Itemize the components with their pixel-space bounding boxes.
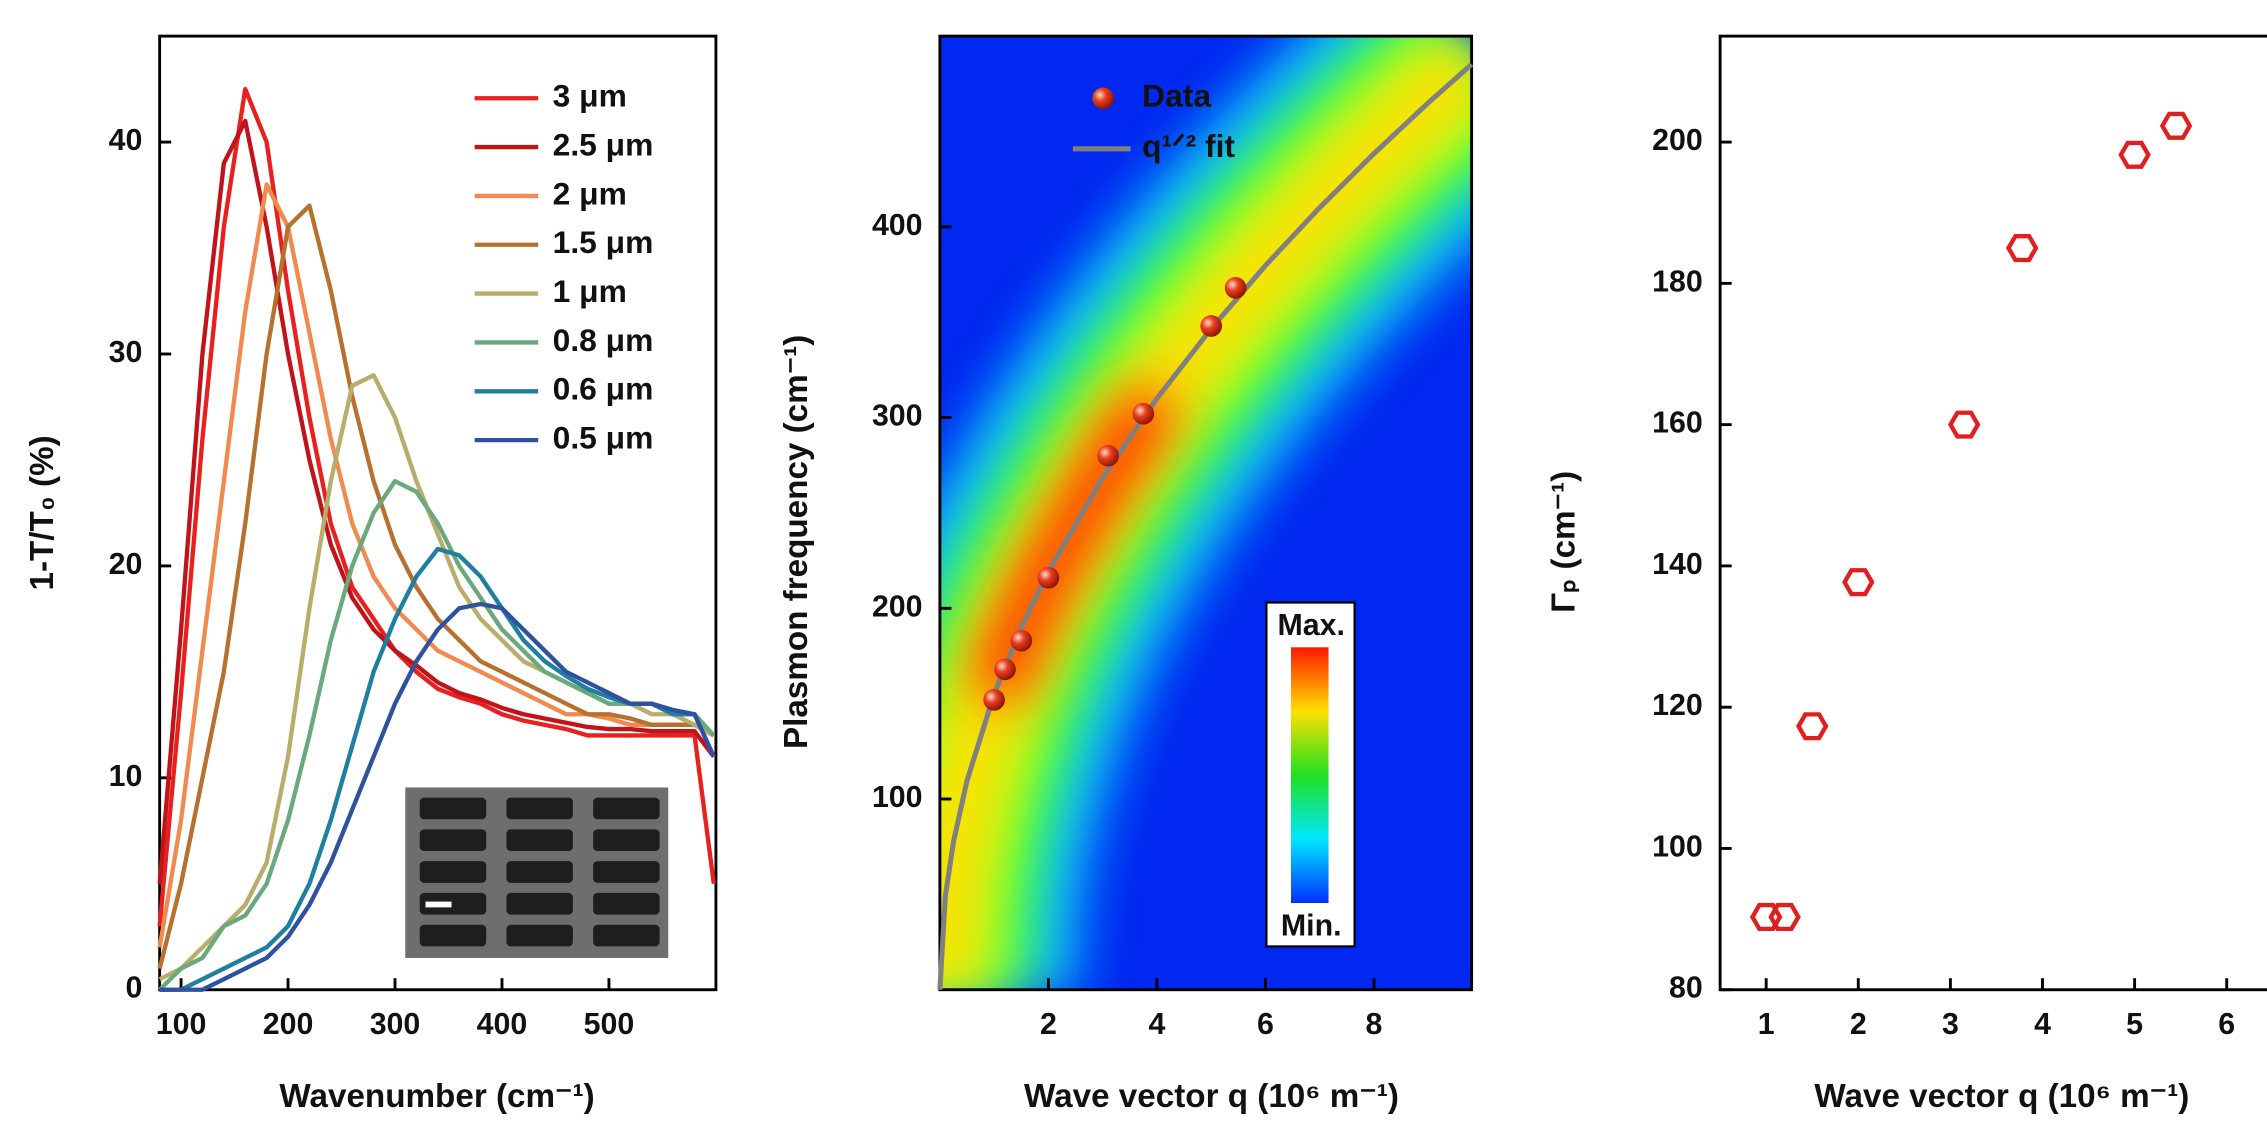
y-tick-label: 160: [1652, 407, 1703, 440]
data-point: [2006, 233, 2039, 263]
x-axis-label: Wavenumber (cm⁻¹): [279, 1078, 594, 1115]
data-point: [1768, 902, 1801, 932]
sem-inset: [405, 787, 669, 958]
fit-line: [937, 62, 1474, 990]
plot-frame: [938, 34, 1474, 992]
colorbar-label: Min.: [1281, 910, 1342, 943]
data-point: [1200, 315, 1223, 337]
legend-label: Data: [1142, 78, 1211, 114]
y-tick-label: 10: [109, 760, 143, 793]
x-tick-label: 6: [2218, 1008, 2235, 1041]
y-tick-label: 100: [1652, 830, 1703, 863]
legend-label: 3 μm: [553, 78, 627, 114]
x-tick-label: 4: [1148, 1008, 1165, 1041]
data-point: [1842, 568, 1875, 597]
x-tick-label: 8: [1366, 1008, 1383, 1041]
y-tick-label: 140: [1652, 548, 1703, 581]
spectrum-line: [157, 86, 716, 927]
legend-label: 2 μm: [553, 175, 627, 211]
x-tick-label: 4: [2034, 1008, 2051, 1041]
data-point: [2159, 111, 2193, 140]
data-point: [1749, 902, 1783, 932]
colorbar: [1290, 647, 1329, 904]
plot-frame: [1718, 34, 2267, 992]
x-tick-label: 2: [1850, 1008, 1867, 1041]
y-tick-label: 40: [109, 124, 143, 157]
spectrum-line: [159, 601, 716, 992]
legend-marker: [1092, 87, 1114, 110]
y-axis-label: Γₚ (cm⁻¹): [1545, 471, 1582, 613]
legend-label: 0.5 μm: [553, 419, 654, 455]
y-tick-label: 30: [109, 336, 143, 369]
x-tick-label: 300: [370, 1008, 421, 1041]
data-point: [2118, 140, 2151, 169]
data-point: [994, 658, 1016, 681]
y-tick-label: 80: [1669, 972, 1703, 1005]
y-tick-label: 0: [125, 972, 142, 1005]
x-tick-label: 1: [1758, 1008, 1775, 1041]
x-axis-label: Wave vector q (10⁶ m⁻¹): [1814, 1078, 2189, 1115]
y-tick-label: 120: [1652, 689, 1703, 722]
y-tick-label: 200: [1652, 124, 1703, 157]
data-point: [1947, 410, 1981, 439]
data-point: [1132, 402, 1155, 425]
x-tick-label: 6: [1257, 1008, 1274, 1041]
legend-label: q¹ᐟ² fit: [1142, 128, 1235, 164]
colorbar-label: Max.: [1278, 609, 1345, 642]
spectrum-line: [157, 203, 715, 970]
x-axis-label: Wave vector q (10⁶ m⁻¹): [1024, 1078, 1399, 1115]
y-tick-label: 300: [872, 400, 923, 433]
data-point: [1097, 444, 1119, 467]
x-tick-label: 5: [2126, 1008, 2143, 1041]
data-point: [1224, 277, 1247, 299]
spectrum-line: [157, 182, 715, 948]
data-point: [983, 689, 1005, 711]
y-tick-label: 20: [109, 548, 143, 581]
legend-label: 2.5 μm: [553, 126, 654, 162]
heatmap: [939, 36, 1472, 990]
data-point: [1795, 712, 1829, 741]
x-tick-label: 500: [584, 1008, 635, 1041]
legend-label: 0.6 μm: [553, 371, 654, 407]
y-tick-label: 400: [872, 209, 923, 242]
spectrum-line: [157, 118, 716, 884]
x-tick-label: 200: [263, 1008, 314, 1041]
y-tick-label: 100: [872, 781, 923, 814]
legend-label: 1 μm: [553, 273, 627, 309]
y-tick-label: 200: [872, 590, 923, 623]
legend-label: 0.8 μm: [553, 322, 654, 358]
y-axis-label: Plasmon frequency (cm⁻¹): [778, 335, 815, 749]
data-point: [1010, 629, 1033, 652]
x-tick-label: 2: [1040, 1008, 1057, 1041]
x-tick-label: 400: [477, 1008, 528, 1041]
x-tick-label: 100: [156, 1008, 207, 1041]
y-axis-label: 1-T/T₀ (%): [24, 435, 61, 590]
x-tick-label: 3: [1942, 1008, 1959, 1041]
data-point: [1037, 566, 1060, 589]
y-tick-label: 180: [1652, 265, 1703, 298]
legend-label: 1.5 μm: [553, 224, 654, 260]
plot-frame: [158, 34, 718, 992]
